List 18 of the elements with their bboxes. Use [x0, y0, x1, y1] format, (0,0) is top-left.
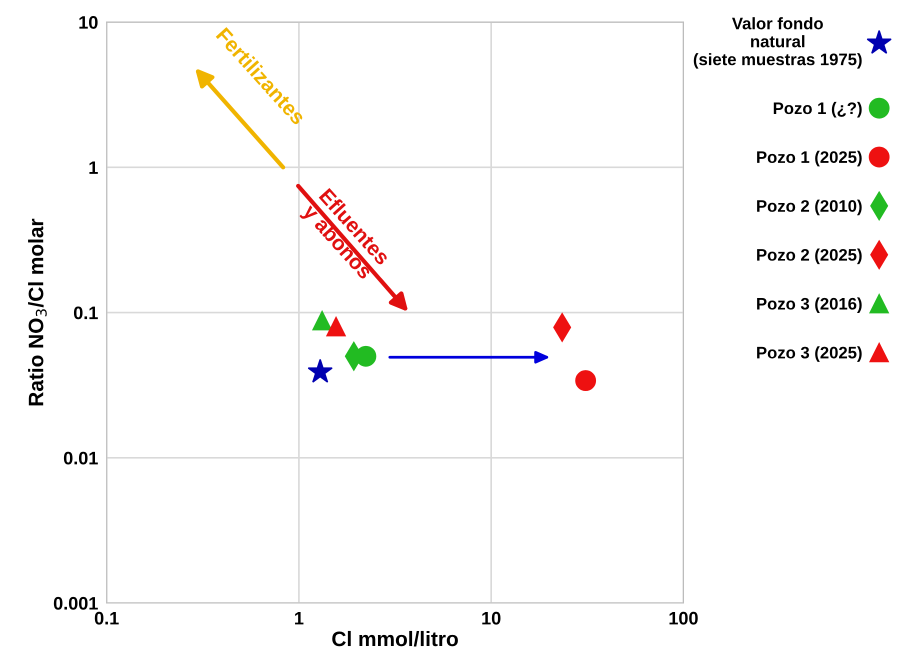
x-tick-label: 1 — [295, 612, 304, 624]
legend-label: Pozo 1 (2025) — [757, 150, 862, 166]
legend-label: Pozo 3 (2025) — [757, 346, 862, 362]
y-axis-title: Ratio NO$_{3}$/Cl molar — [28, 218, 47, 406]
x-tick-label: 10 — [482, 612, 500, 625]
legend-label: Pozo 2 (2010) — [757, 200, 862, 216]
y-tick-label: 10 — [79, 16, 98, 29]
y-tick-label: 1 — [89, 161, 98, 174]
legend-label: Pozo 1 (¿?) — [774, 102, 862, 118]
y-tick-label: 0.1 — [74, 306, 98, 320]
legend-label: Pozo 3 (2016) — [757, 297, 862, 313]
y-tick-label: 0.001 — [54, 596, 98, 610]
x-tick-label: 100 — [670, 612, 698, 625]
x-axis-title: Cl mmol/litro — [332, 630, 458, 646]
legend-label: Valor fondo natural (siete muestras 1975) — [694, 17, 862, 69]
y-tick-label: 0.01 — [64, 452, 98, 464]
legend-label: Pozo 2 (2025) — [757, 248, 862, 264]
x-tick-label: 0.1 — [94, 612, 119, 625]
